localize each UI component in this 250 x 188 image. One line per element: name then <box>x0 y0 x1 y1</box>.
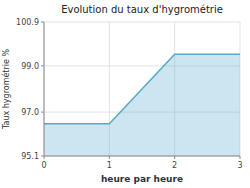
tick-label: 97.0 <box>21 108 39 117</box>
grid-line <box>44 22 45 156</box>
plot-area <box>44 54 240 156</box>
axes: 95.1 97.0 99.0 100.9 0 1 2 3 <box>16 18 242 170</box>
tick-label: 3 <box>237 161 242 170</box>
title: Evolution du taux d'hygrométrie <box>61 4 223 15</box>
tick-label: 0 <box>41 161 46 170</box>
x-axis-label: heure par heure <box>101 174 183 184</box>
tick-label: 95.1 <box>21 152 39 161</box>
tick-label: 1 <box>107 161 112 170</box>
tick-label: 2 <box>172 161 177 170</box>
y-axis-label: Taux hygrométrie % <box>1 49 11 131</box>
grid-line <box>44 22 240 23</box>
grid-line <box>44 156 240 157</box>
chart: 95.1 97.0 99.0 100.9 0 1 2 3 Evolution du taux d… <box>0 0 250 188</box>
tick-label: 100.9 <box>16 18 39 27</box>
line <box>44 54 240 123</box>
x-axis-line <box>44 156 240 157</box>
area <box>44 54 240 156</box>
tick-label: 99.0 <box>21 62 39 71</box>
y-axis-line <box>44 22 45 156</box>
